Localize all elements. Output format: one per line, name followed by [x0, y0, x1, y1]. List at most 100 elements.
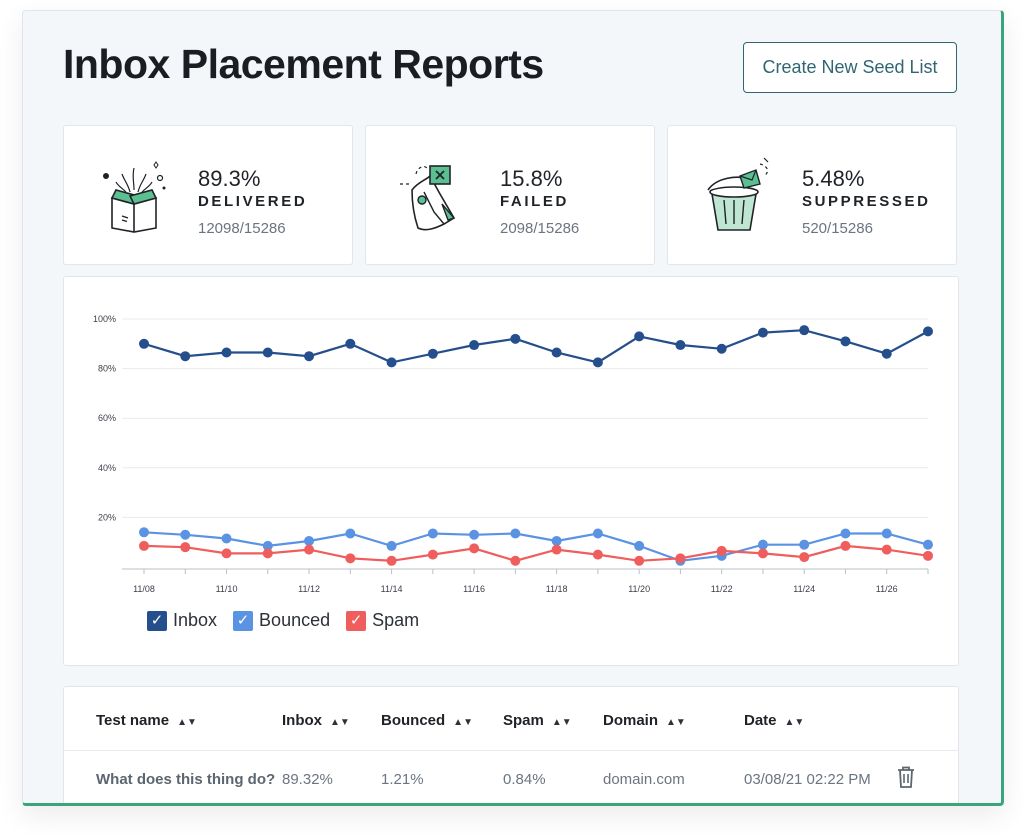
x-tick-label: 11/22: [711, 584, 733, 594]
y-tick-label: 100%: [93, 314, 116, 324]
data-point-spam: [221, 548, 232, 559]
data-point-bounced: [262, 540, 273, 551]
y-tick-label: 80%: [98, 364, 116, 374]
data-point-bounced: [840, 528, 851, 539]
legend-label: Bounced: [259, 610, 331, 630]
data-point-inbox: [139, 338, 149, 349]
data-point-bounced: [427, 528, 438, 539]
column-label: Bounced: [381, 712, 446, 729]
x-tick-label: 11/16: [463, 584, 485, 594]
data-point-spam: [716, 545, 727, 556]
cell-domain: domain.com: [603, 771, 685, 788]
column-label: Domain: [603, 712, 659, 729]
data-point-inbox: [386, 357, 397, 368]
data-point-spam: [840, 540, 851, 551]
data-point-bounced: [221, 533, 232, 544]
suppressed-label: SUPPRESSED: [802, 193, 931, 210]
data-point-inbox: [427, 348, 438, 359]
data-point-inbox: [180, 351, 191, 362]
data-point-spam: [881, 544, 892, 555]
delivered-label: DELIVERED: [198, 193, 308, 210]
legend-item-spam[interactable]: ✓ Spam: [346, 610, 419, 631]
data-point-bounced: [345, 528, 356, 539]
data-point-bounced: [386, 540, 397, 551]
data-point-bounced: [180, 529, 191, 540]
sort-icon: ▲▼: [453, 717, 473, 728]
stat-card-failed: 15.8% FAILED 2098/15286: [365, 125, 655, 265]
suppressed-percent: 5.48%: [802, 166, 865, 191]
delivered-percent: 89.3%: [198, 166, 261, 191]
series-line-bounced: [143, 531, 929, 562]
data-point-spam: [592, 549, 603, 560]
data-point-spam: [427, 549, 438, 560]
sort-icon: ▲▼: [666, 717, 686, 728]
x-tick-label: 11/26: [876, 584, 898, 594]
data-point-inbox: [345, 338, 356, 349]
column-header-domain[interactable]: Domain ▲▼: [603, 712, 686, 729]
column-header-test-name[interactable]: Test name ▲▼: [96, 712, 197, 729]
chart-panel: 100% 80% 60% 40% 20% 11/08 11/10 11/12 11/14 11/1…: [63, 276, 959, 666]
legend-item-inbox[interactable]: ✓ Inbox: [147, 610, 217, 631]
sort-icon: ▲▼: [330, 717, 350, 728]
x-tick-label: 11/08: [133, 584, 155, 594]
checkbox-checked-icon: ✓: [346, 610, 367, 631]
legend-label: Spam: [372, 610, 420, 630]
data-point-bounced: [757, 539, 768, 550]
failed-fraction: 2098/15286: [500, 220, 580, 237]
column-label: Spam: [503, 712, 544, 729]
column-label: Test name: [96, 712, 170, 729]
data-point-spam: [551, 544, 562, 555]
data-point-spam: [469, 543, 480, 554]
cell-date: 03/08/21 02:22 PM: [744, 771, 871, 788]
checkbox-checked-icon: ✓: [233, 610, 254, 631]
cell-test-name[interactable]: What does this thing do?: [96, 771, 276, 788]
chart-legend: ✓ Inbox ✓ Bounced ✓ Spam: [147, 610, 419, 631]
report-window: Inbox Placement Reports Create New Seed …: [22, 10, 1004, 806]
suppressed-fraction: 520/15286: [802, 220, 873, 237]
cell-bounced: 1.21%: [381, 771, 424, 788]
y-tick-label: 60%: [98, 413, 116, 423]
delivered-fraction: 12098/15286: [198, 220, 286, 237]
data-point-inbox: [675, 340, 686, 351]
trash-can-icon: [707, 157, 769, 231]
delete-icon[interactable]: [895, 765, 917, 789]
failed-label: FAILED: [500, 193, 569, 210]
data-point-inbox: [840, 336, 851, 347]
data-point-inbox: [262, 347, 273, 358]
gift-box-icon: [103, 161, 166, 233]
stat-card-delivered: 89.3% DELIVERED 12098/15286: [63, 125, 353, 265]
column-header-bounced[interactable]: Bounced ▲▼: [381, 712, 473, 729]
data-point-bounced: [551, 535, 562, 546]
x-tick-label: 11/14: [381, 584, 403, 594]
y-tick-label: 20%: [98, 512, 116, 522]
x-tick-label: 11/18: [546, 584, 568, 594]
cell-spam: 0.84%: [503, 771, 546, 788]
data-point-bounced: [634, 540, 645, 551]
column-header-spam[interactable]: Spam ▲▼: [503, 712, 572, 729]
x-tick-label: 11/10: [216, 584, 238, 594]
series-line-inbox: [143, 329, 929, 364]
stat-card-suppressed: 5.48% SUPPRESSED 520/15286: [667, 125, 957, 265]
create-seed-list-button[interactable]: Create New Seed List: [743, 42, 957, 93]
data-point-inbox: [221, 347, 232, 358]
legend-label: Inbox: [173, 610, 218, 630]
data-point-spam: [386, 555, 397, 566]
legend-item-bounced[interactable]: ✓ Bounced: [233, 610, 330, 631]
data-point-bounced: [139, 527, 149, 538]
failed-envelope-icon: [400, 165, 456, 231]
data-point-bounced: [881, 528, 892, 539]
data-point-spam: [345, 553, 356, 564]
data-point-spam: [510, 555, 521, 566]
table-divider: [64, 750, 958, 751]
y-tick-label: 40%: [98, 463, 116, 473]
data-point-inbox: [510, 333, 521, 344]
data-point-inbox: [757, 327, 768, 338]
column-header-date[interactable]: Date ▲▼: [744, 712, 804, 729]
x-tick-label: 11/24: [793, 584, 815, 594]
data-point-spam: [757, 548, 768, 559]
sort-icon: ▲▼: [551, 717, 572, 728]
column-header-inbox[interactable]: Inbox ▲▼: [282, 712, 350, 729]
cell-inbox: 89.32%: [282, 771, 333, 788]
column-label: Inbox: [282, 712, 322, 729]
series-line-spam: [143, 544, 929, 562]
